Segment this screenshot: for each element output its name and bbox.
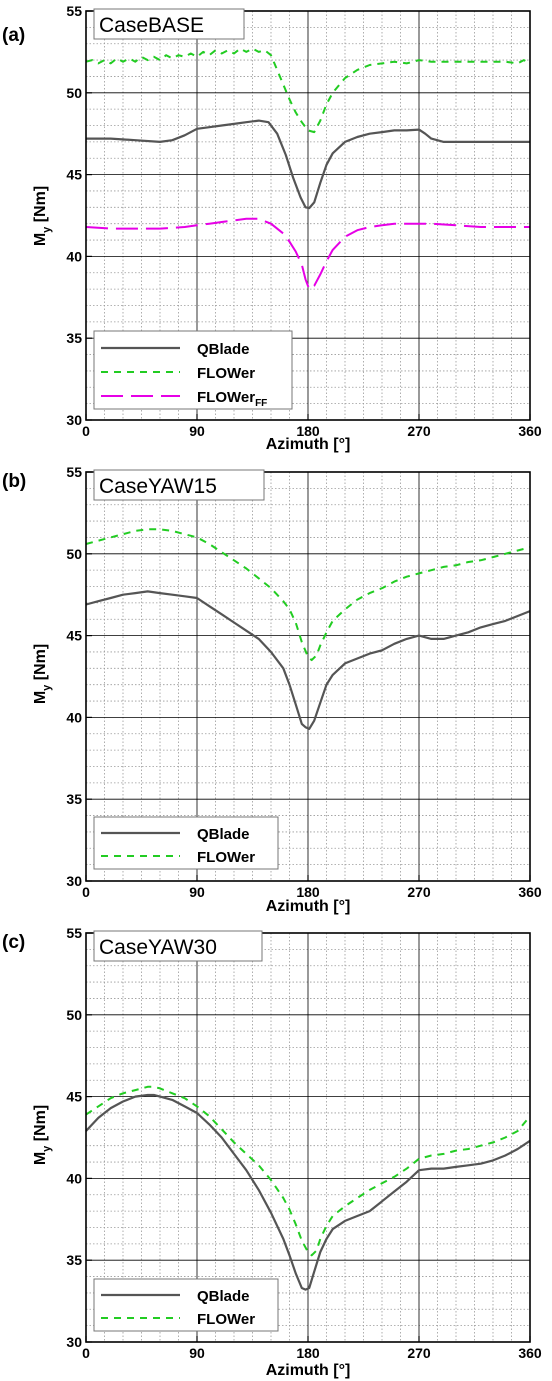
y-axis-label: My [Nm] [32, 1105, 53, 1165]
y-tick-label: 35 [66, 791, 82, 807]
x-tick-label: 0 [82, 423, 90, 439]
legend-label-qblade: QBlade [197, 341, 250, 358]
plot-area: 0 90 180 270 360 30 35 40 45 50 55 [66, 464, 541, 900]
legend-label-qblade: QBlade [197, 826, 250, 843]
svg-text:My [Nm]: My [Nm] [32, 1105, 53, 1165]
y-tick-label: 30 [66, 1334, 82, 1350]
y-tick-label: 45 [66, 628, 82, 644]
series-line-1 [85, 47, 531, 134]
legend-label-flower: FLOWer [197, 1311, 255, 1328]
svg-text:My [Nm]: My [Nm] [32, 186, 53, 246]
y-tick-label: 55 [66, 3, 82, 19]
x-tick-label: 90 [189, 1345, 205, 1361]
x-axis-label: Azimuth [°] [266, 1362, 351, 1379]
x-tick-label: 0 [82, 1345, 90, 1361]
y-axis-label: My [Nm] [32, 644, 53, 704]
x-tick-label: 270 [407, 884, 431, 900]
ylabel-unit: [Nm] [32, 186, 49, 222]
x-tick-label: 180 [296, 423, 320, 439]
x-tick-label: 180 [296, 884, 320, 900]
ylabel-sub: y [41, 226, 53, 233]
panel-a: (a) 0 90 180 270 360 30 35 40 45 50 55 CaseBASE My… [2, 3, 542, 453]
y-tick-label: 30 [66, 412, 82, 428]
y-tick-label: 40 [66, 1170, 82, 1186]
series-line-1 [85, 1085, 531, 1257]
legend-label-flower: FLOWer [197, 849, 255, 866]
y-tick-label: 40 [66, 709, 82, 725]
panel-label: (b) [2, 471, 26, 492]
y-tick-label: 55 [66, 925, 82, 941]
y-tick-label: 35 [66, 330, 82, 346]
x-tick-label: 360 [518, 884, 542, 900]
legend: QBlade FLOWer [93, 816, 279, 870]
case-label: CaseBASE [99, 14, 204, 37]
series-line-0 [85, 1093, 531, 1291]
case-label-box: CaseBASE [93, 8, 245, 40]
y-axis-label: My [Nm] [32, 186, 53, 246]
case-label: CaseYAW30 [99, 936, 217, 959]
x-tick-label: 360 [518, 423, 542, 439]
legend: QBlade FLOWer FLOWerFF [93, 330, 293, 410]
case-label: CaseYAW15 [99, 475, 217, 498]
x-axis-label: Azimuth [°] [266, 436, 351, 453]
series-line-2 [85, 217, 530, 291]
y-tick-label: 50 [66, 1007, 82, 1023]
y-tick-label: 45 [66, 167, 82, 183]
x-tick-label: 270 [407, 423, 431, 439]
x-tick-label: 360 [518, 1345, 542, 1361]
series-line-0 [85, 590, 531, 730]
panel-label: (a) [2, 25, 25, 46]
x-tick-label: 270 [407, 1345, 431, 1361]
series-line-1 [85, 528, 531, 662]
major-grid [86, 11, 530, 420]
case-label-box: CaseYAW15 [93, 469, 265, 501]
x-tick-label: 90 [189, 423, 205, 439]
case-label-box: CaseYAW30 [93, 930, 263, 962]
x-tick-label: 0 [82, 884, 90, 900]
legend: QBlade FLOWer [93, 1278, 279, 1332]
x-tick-label: 180 [296, 1345, 320, 1361]
y-tick-label: 30 [66, 873, 82, 889]
x-axis-label: Azimuth [°] [266, 898, 351, 915]
legend-label-flower: FLOWer [197, 365, 255, 382]
x-tick-label: 90 [189, 884, 205, 900]
svg-text:My [Nm]: My [Nm] [32, 644, 53, 704]
series-line-0 [86, 119, 530, 210]
legend-label-flower-ff: FLOWerFF [197, 389, 267, 409]
y-tick-label: 55 [66, 464, 82, 480]
y-tick-label: 50 [66, 546, 82, 562]
panel-label: (c) [2, 932, 25, 953]
y-tick-label: 40 [66, 248, 82, 264]
ylabel-main: M [32, 233, 49, 246]
panel-b: (b) 0 90 180 270 360 30 35 40 45 50 55 CaseYAW15 M… [2, 464, 542, 915]
y-tick-label: 50 [66, 85, 82, 101]
y-tick-label: 45 [66, 1089, 82, 1105]
legend-label-qblade: QBlade [197, 1288, 250, 1305]
y-tick-label: 35 [66, 1252, 82, 1268]
panel-c: (c) 0 90 180 270 360 30 35 40 45 50 55 CaseYAW30 M… [2, 925, 542, 1379]
